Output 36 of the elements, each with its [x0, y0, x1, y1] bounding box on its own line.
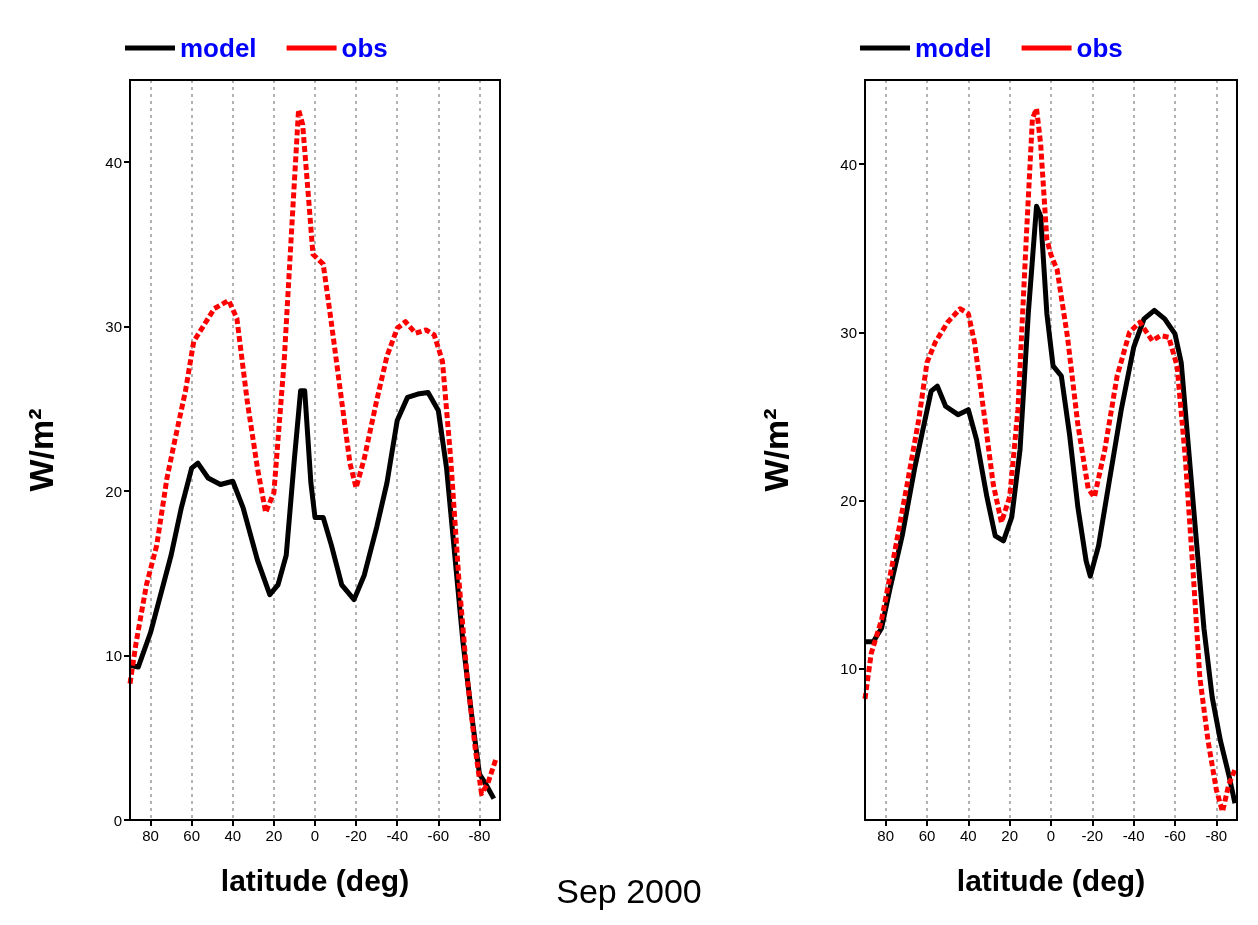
x-tick-label: 20 [265, 827, 283, 844]
x-tick-label: -20 [345, 827, 367, 844]
x-tick-label: 20 [1001, 827, 1019, 844]
y-tick-label: 10 [840, 660, 857, 678]
y-tick-label: 20 [105, 482, 122, 500]
x-tick-label: 80 [877, 827, 895, 844]
x-axis-title: latitude (deg) [956, 863, 1146, 897]
legend-label: model [915, 33, 992, 63]
legend-label: obs [1076, 33, 1123, 63]
x-tick-label: -20 [1081, 827, 1104, 844]
y-tick-label: 0 [113, 811, 122, 829]
x-tick-label: 40 [959, 827, 977, 844]
y-tick-label: 40 [840, 155, 857, 173]
x-tick-label: -40 [386, 827, 409, 844]
x-tick-label: 0 [310, 827, 320, 844]
x-tick-label: -80 [468, 827, 491, 844]
x-tick-label: -60 [427, 827, 450, 844]
text: Sep 2000 [556, 872, 702, 910]
y-tick-label: 30 [105, 318, 122, 336]
y-axis-title: W/m² [757, 408, 795, 492]
x-tick-label: -60 [1164, 827, 1186, 844]
x-tick-label: -80 [1205, 827, 1228, 844]
x-tick-label: 80 [142, 827, 159, 844]
y-tick-label: 10 [105, 647, 122, 665]
x-axis-title: latitude (deg) [220, 863, 410, 897]
legend-label: model [180, 33, 257, 63]
y-axis-title: W/m² [22, 408, 60, 492]
x-tick-label: 40 [224, 827, 242, 844]
x-tick-label: 60 [183, 827, 201, 844]
y-tick-label: 30 [840, 323, 857, 341]
legend-label: obs [341, 33, 388, 63]
y-tick-label: 20 [840, 491, 857, 509]
x-tick-label: 0 [1046, 827, 1056, 844]
y-tick-label: 40 [105, 153, 122, 171]
x-tick-label: -40 [1122, 827, 1145, 844]
x-tick-label: 60 [918, 827, 936, 844]
